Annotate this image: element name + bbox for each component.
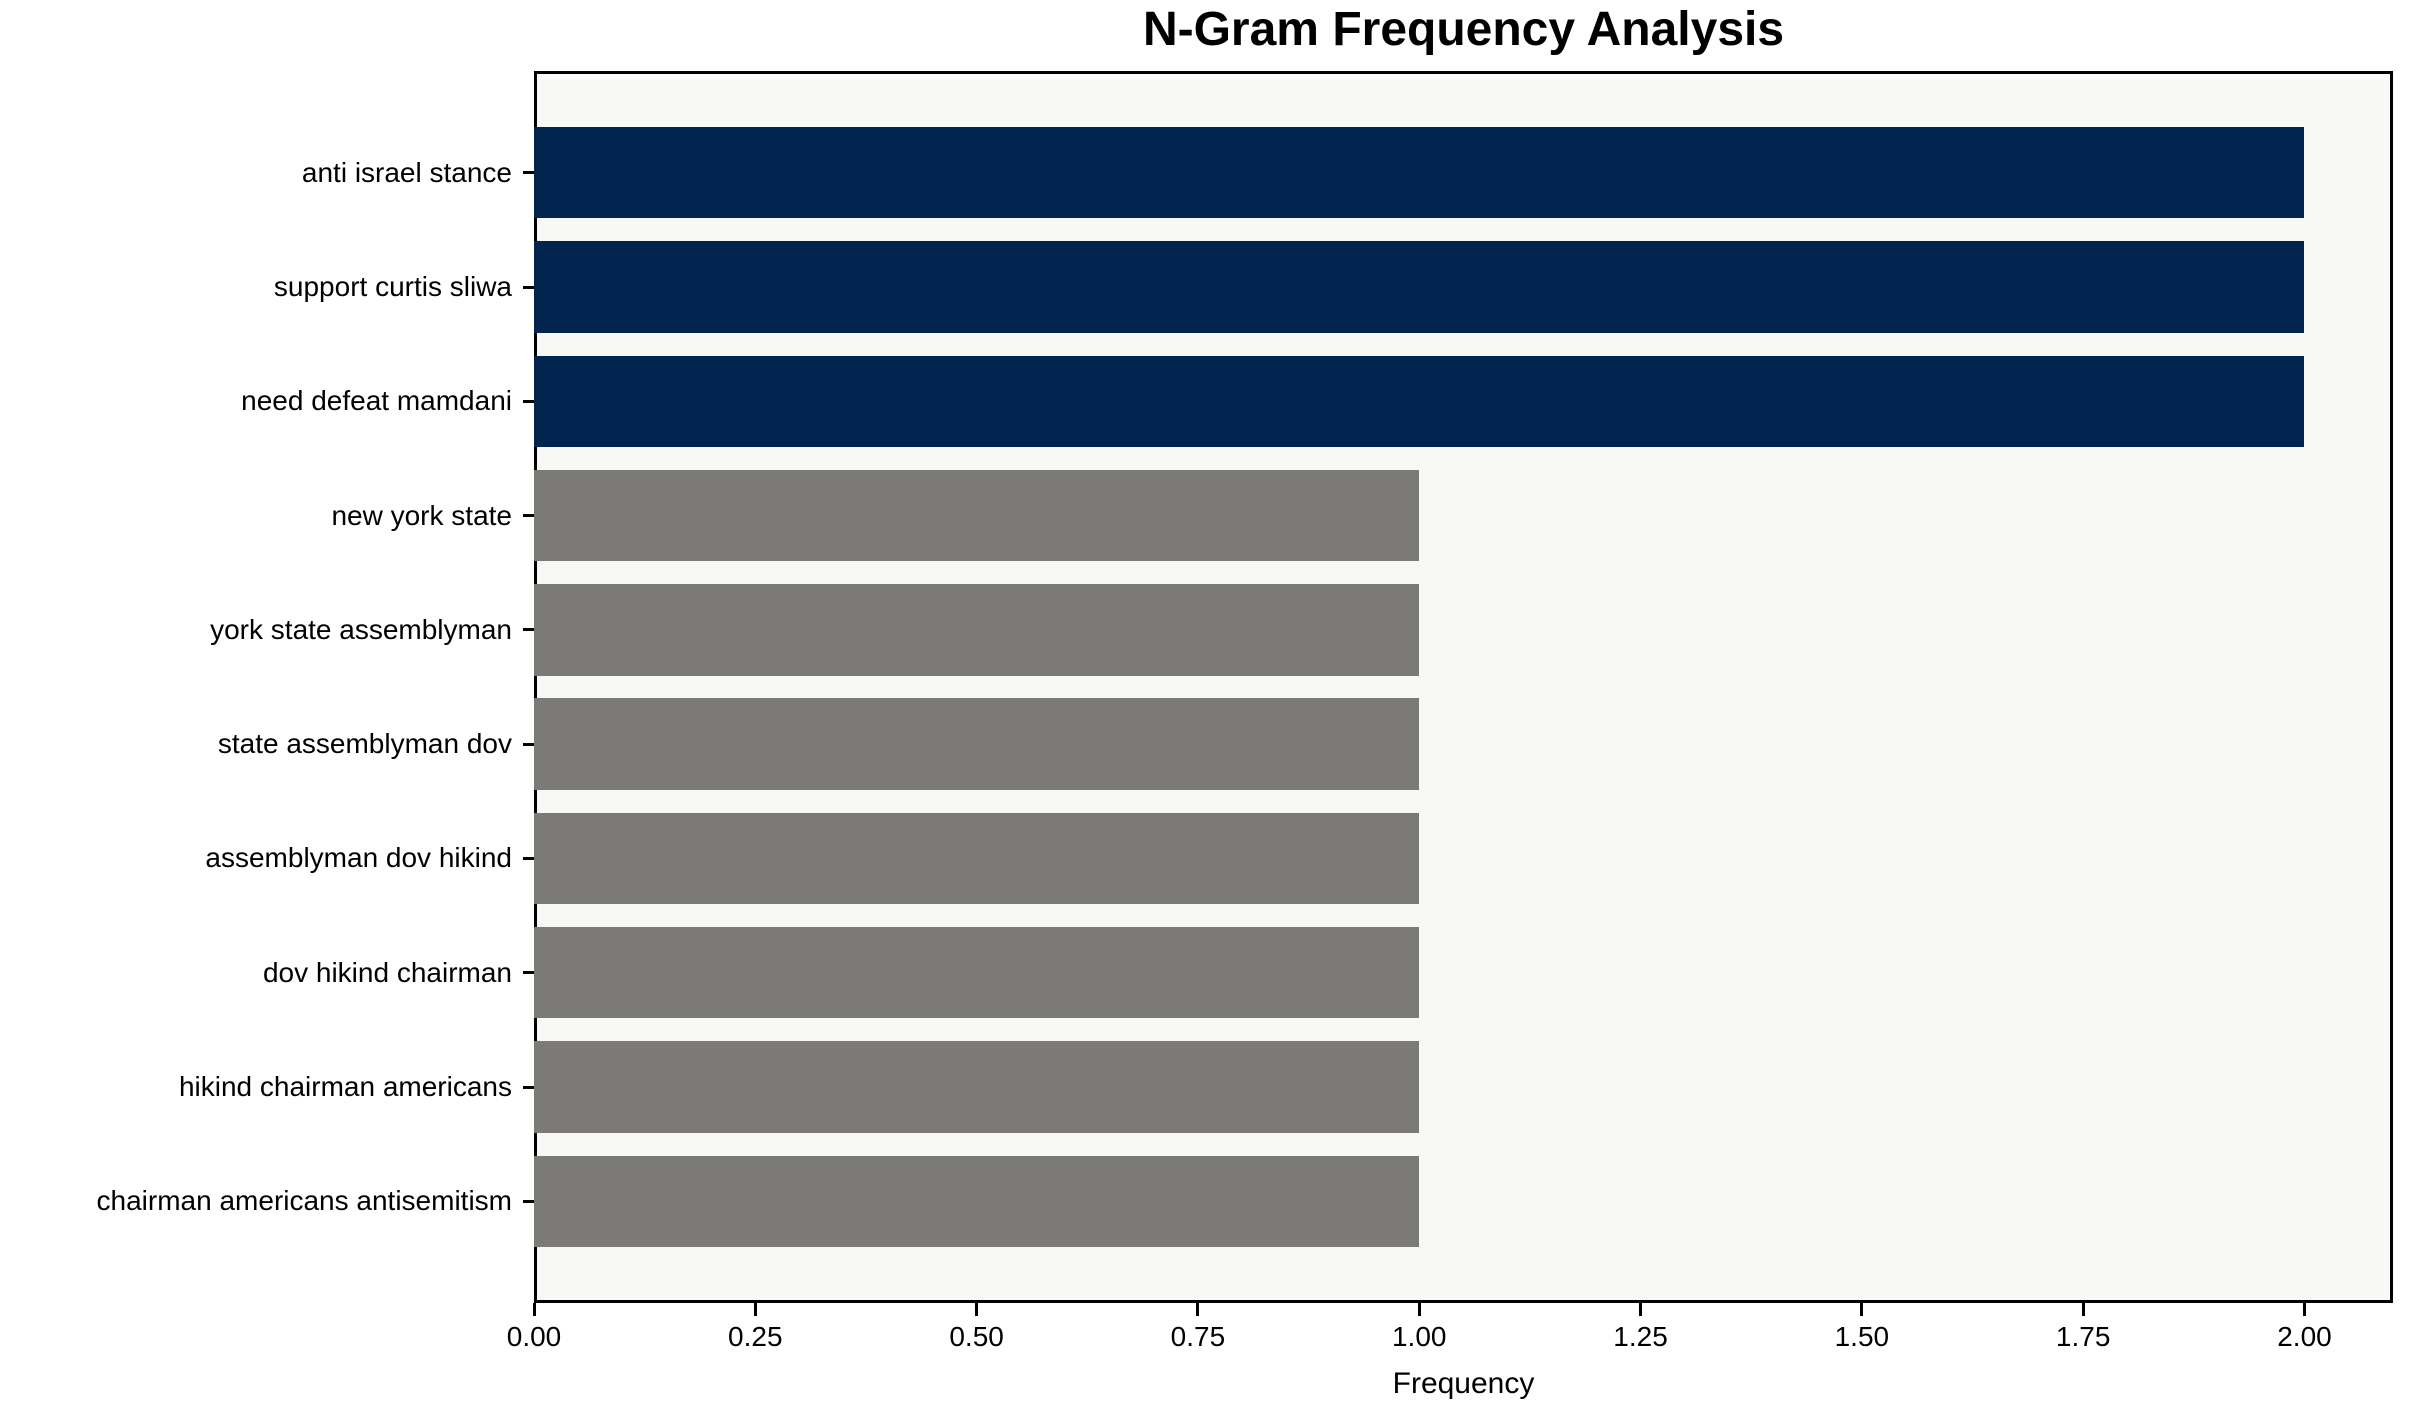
x-tick-label: 0.50	[949, 1321, 1004, 1352]
y-tick-label: anti israel stance	[301, 156, 512, 188]
y-tick-label: chairman americans antisemitism	[96, 1185, 512, 1217]
y-tick-mark	[523, 399, 534, 403]
x-tick-mark	[1196, 1303, 1200, 1316]
bar-9	[534, 1155, 1420, 1247]
x-tick-label: 1.00	[1391, 1321, 1447, 1352]
x-tick-mark	[2302, 1303, 2306, 1316]
y-tick-label: need defeat mamdani	[241, 385, 512, 417]
y-tick-mark	[523, 971, 534, 975]
x-tick-label: 0.75	[1170, 1321, 1226, 1352]
x-tick-label: 1.75	[2055, 1321, 2111, 1352]
x-tick-mark	[975, 1303, 979, 1316]
bar-3	[534, 469, 1420, 562]
bar-8	[534, 1041, 1420, 1133]
y-tick-mark	[523, 285, 534, 289]
x-tick-label: 0.00	[506, 1321, 562, 1352]
y-tick-label: york state assemblyman	[210, 613, 512, 645]
x-tick-label: 1.25	[1613, 1321, 1668, 1352]
bar-7	[534, 927, 1420, 1019]
bar-1	[534, 241, 2305, 333]
y-tick-label: assemblyman dov hikind	[205, 842, 512, 874]
x-tick-mark	[532, 1303, 536, 1316]
x-tick-mark	[1417, 1303, 1421, 1316]
y-tick-label: new york state	[331, 499, 512, 531]
bar-2	[534, 355, 2305, 447]
x-axis-label: Frequency	[1392, 1367, 1535, 1400]
y-tick-mark	[523, 1199, 534, 1203]
y-tick-mark	[523, 171, 534, 175]
y-tick-label: hikind chairman americans	[178, 1071, 512, 1102]
x-tick-label: 1.50	[1834, 1321, 1890, 1352]
chart-title: N-Gram Frequency Analysis	[1142, 3, 1785, 56]
y-tick-label: support curtis sliwa	[273, 271, 512, 302]
x-tick-mark	[1639, 1303, 1643, 1316]
x-tick-label: 2.00	[2277, 1321, 2332, 1352]
y-tick-mark	[523, 856, 534, 860]
bar-0	[534, 127, 2305, 219]
y-tick-mark	[523, 1085, 534, 1089]
x-tick-mark	[1860, 1303, 1864, 1316]
x-tick-label: 0.25	[728, 1321, 783, 1352]
x-tick-mark	[2081, 1303, 2085, 1316]
x-tick-mark	[753, 1303, 757, 1316]
y-tick-mark	[523, 628, 534, 632]
bar-6	[534, 812, 1420, 905]
y-tick-label: dov hikind chairman	[262, 956, 512, 988]
y-tick-mark	[523, 742, 534, 746]
bar-5	[534, 698, 1420, 790]
bar-4	[534, 584, 1420, 676]
y-tick-mark	[523, 514, 534, 518]
y-tick-label: state assemblyman dov	[217, 728, 512, 760]
